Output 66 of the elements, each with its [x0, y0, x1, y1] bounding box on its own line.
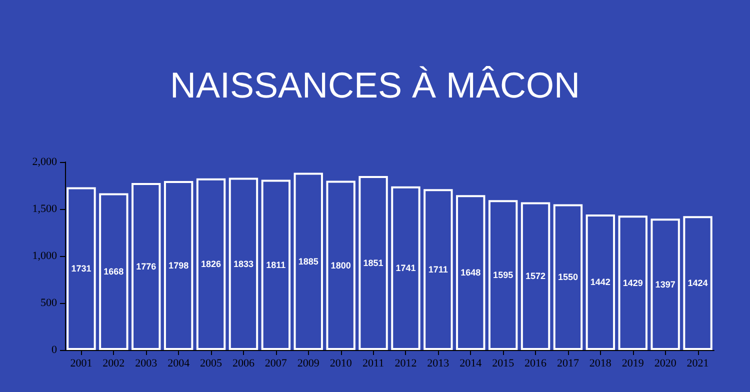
bar — [424, 189, 453, 350]
y-tick-label: 1,000 — [32, 250, 58, 262]
x-tick-label: 2021 — [686, 358, 709, 370]
bar — [99, 193, 128, 350]
x-tick-label: 2012 — [394, 358, 417, 370]
data-label: 1741 — [396, 263, 416, 274]
data-label: 1711 — [428, 264, 448, 275]
data-label: 1595 — [493, 270, 514, 280]
data-label: 1885 — [298, 256, 318, 266]
y-tick-label: 1,500 — [32, 203, 58, 215]
x-tick-label: 2004 — [168, 358, 190, 370]
data-label: 1851 — [363, 258, 384, 268]
bar — [358, 176, 388, 350]
bar — [488, 200, 518, 350]
bar — [650, 218, 680, 350]
x-tick-label: 2007 — [264, 358, 288, 370]
data-label: 1397 — [655, 279, 676, 290]
bar — [66, 187, 96, 350]
x-tick-label: 2014 — [460, 358, 482, 370]
data-label: 1800 — [330, 260, 351, 270]
x-tick-label: 2010 — [330, 358, 352, 370]
x-tick-label: 2009 — [297, 358, 320, 370]
data-label: 1811 — [266, 260, 286, 270]
bar — [326, 180, 356, 350]
data-label: 1776 — [136, 262, 156, 272]
x-tick-label: 2005 — [200, 358, 223, 370]
data-label: 1826 — [201, 259, 222, 270]
y-tick-label: 500 — [40, 297, 58, 309]
bar — [618, 216, 648, 350]
y-tick-label: 2,000 — [32, 156, 58, 168]
x-tick-label: 2001 — [70, 358, 92, 370]
x-tick-label: 2011 — [362, 358, 384, 370]
bar — [520, 202, 550, 350]
bar — [586, 214, 616, 350]
y-tick-label: 0 — [52, 344, 58, 356]
data-label: 1424 — [688, 278, 708, 288]
bar — [683, 216, 712, 350]
x-tick-label: 2002 — [102, 358, 125, 370]
bar — [294, 172, 323, 350]
x-tick-label: 2013 — [427, 358, 450, 370]
bar — [132, 183, 161, 350]
data-label: 1668 — [104, 266, 124, 277]
bar — [261, 180, 291, 350]
data-label: 1572 — [526, 271, 546, 282]
data-label: 1429 — [622, 278, 643, 288]
data-label: 1798 — [168, 260, 189, 270]
data-label: 1833 — [233, 258, 254, 269]
x-tick-label: 2015 — [492, 358, 515, 370]
x-tick-label: 2006 — [232, 358, 255, 370]
x-tick-label: 2018 — [589, 358, 612, 370]
data-label: 1550 — [558, 272, 578, 282]
x-tick-label: 2020 — [654, 358, 677, 370]
bar — [228, 178, 258, 350]
x-tick-label: 2017 — [556, 358, 580, 370]
x-tick-label: 2016 — [524, 358, 548, 370]
bar — [164, 180, 194, 350]
bar — [456, 195, 486, 350]
data-label: 1442 — [590, 277, 610, 288]
chart-title: NAISSANCES À MÂCON — [170, 64, 580, 106]
data-label: 1731 — [71, 264, 92, 274]
data-label: 1648 — [460, 268, 481, 278]
bar — [196, 178, 226, 350]
x-tick-label: 2003 — [135, 358, 158, 370]
bar — [391, 186, 420, 350]
x-tick-label: 2019 — [622, 358, 644, 370]
bar — [553, 204, 583, 350]
